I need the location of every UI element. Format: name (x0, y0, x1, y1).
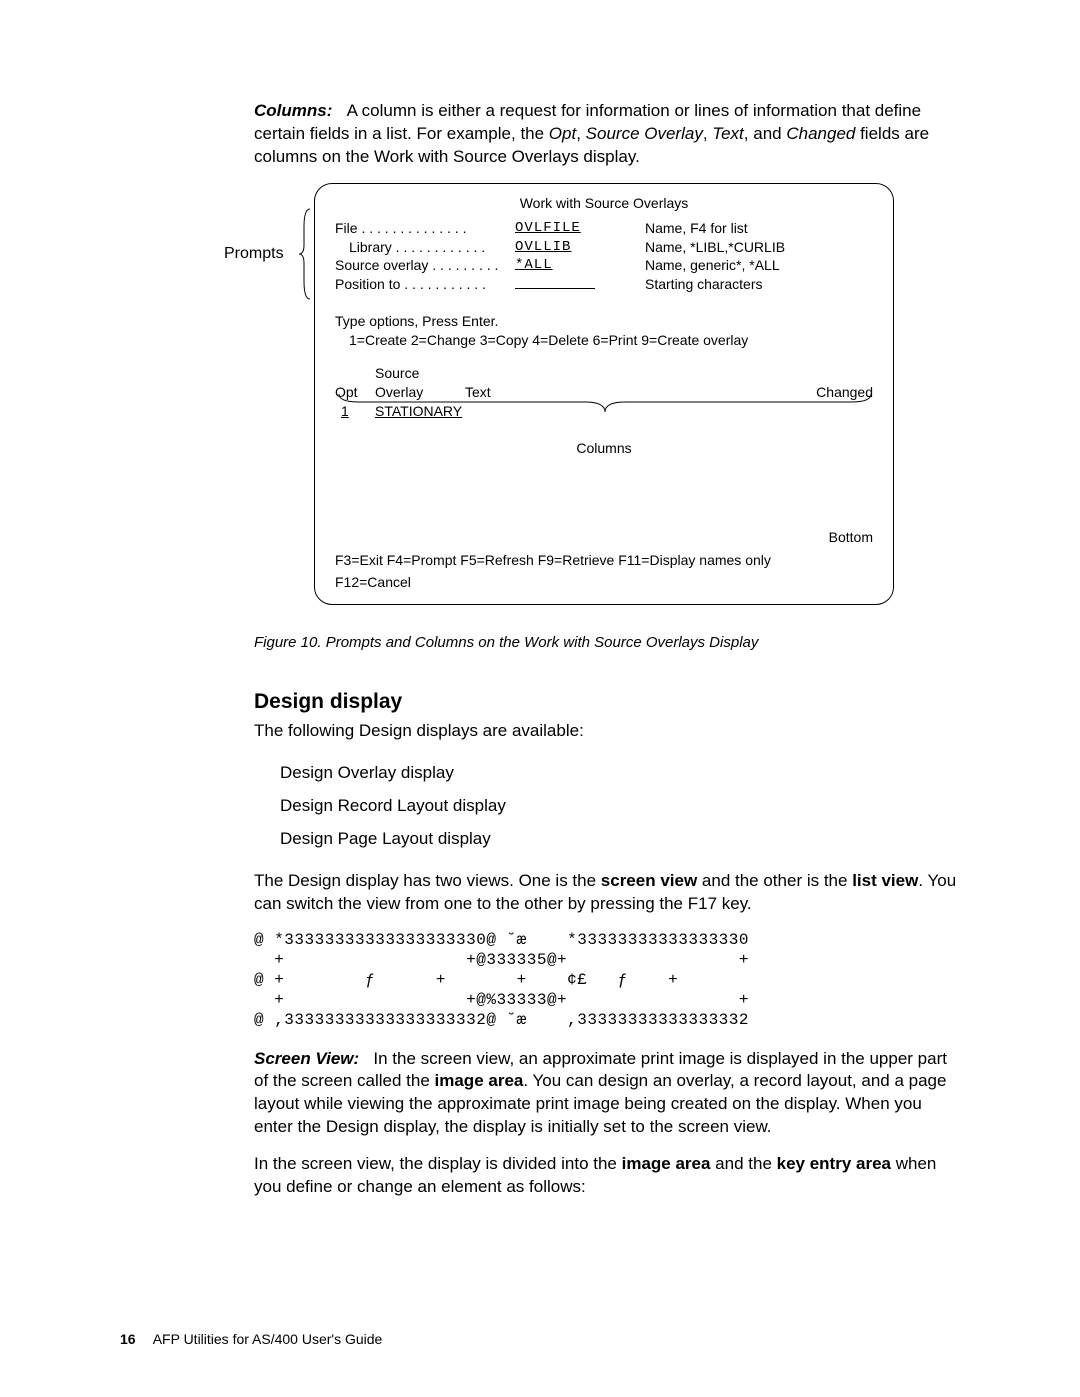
function-keys: F3=Exit F4=Prompt F5=Refresh F9=Retrieve… (335, 551, 873, 570)
opt-field: Opt (549, 124, 576, 143)
options-line: 1=Create 2=Change 3=Copy 4=Delete 6=Prin… (335, 331, 873, 350)
list-item: Design Record Layout display (254, 790, 960, 823)
columns-underlabel: Columns (335, 439, 873, 458)
function-keys-2: F12=Cancel (335, 573, 873, 592)
content-column: Columns: A column is either a request fo… (254, 100, 960, 1199)
library-value: OVLLIB (515, 238, 645, 257)
prompt-row: Position to . . . . . . . . . . . Starti… (335, 275, 873, 294)
figure-caption: Figure 10. Prompts and Columns on the Wo… (254, 633, 960, 653)
page: Columns: A column is either a request fo… (0, 0, 1080, 1397)
bottom-indicator: Bottom (335, 528, 873, 547)
changed-field: Changed (786, 124, 855, 143)
screen-view-paragraph: Screen View: In the screen view, an appr… (254, 1048, 960, 1140)
prompts-side-label: Prompts (224, 243, 284, 265)
file-value: OVLFILE (515, 219, 645, 238)
screen-view-paragraph-2: In the screen view, the display is divid… (254, 1153, 960, 1199)
brace-icon (298, 207, 312, 301)
terminal-panel: Work with Source Overlays File . . . . .… (314, 183, 894, 605)
column-headers: Source (335, 364, 873, 383)
list-item: Design Page Layout display (254, 823, 960, 856)
prompt-row: Library . . . . . . . . . . . . OVLLIB N… (335, 238, 873, 257)
image-area-term: image area (435, 1071, 524, 1090)
image-area-term-2: image area (622, 1154, 711, 1173)
design-list: Design Overlay display Design Record Lay… (254, 757, 960, 856)
list-item: Design Overlay display (254, 757, 960, 790)
text-field: Text (712, 124, 744, 143)
screen-view-term: screen view (601, 871, 697, 890)
screen-panel-wrap: Prompts Work with Source Overlays File .… (314, 183, 960, 605)
panel-title: Work with Source Overlays (335, 194, 873, 213)
key-entry-area-term: key entry area (777, 1154, 891, 1173)
position-value (515, 275, 595, 289)
views-paragraph: The Design display has two views. One is… (254, 870, 960, 916)
design-display-heading: Design display (254, 688, 960, 716)
screen-view-label: Screen View: (254, 1049, 359, 1068)
source-overlay-field: Source Overlay (586, 124, 703, 143)
columns-paragraph: Columns: A column is either a request fo… (254, 100, 960, 169)
page-footer: 16 AFP Utilities for AS/400 User's Guide (120, 1331, 382, 1347)
page-number: 16 (120, 1331, 136, 1347)
list-view-term: list view (852, 871, 918, 890)
type-options-label: Type options, Press Enter. (335, 312, 873, 331)
overlay-value: *ALL (515, 256, 645, 275)
footer-title: AFP Utilities for AS/400 User's Guide (153, 1331, 383, 1347)
prompt-row: Source overlay . . . . . . . . . *ALL Na… (335, 256, 873, 275)
columns-label: Columns: (254, 101, 332, 120)
design-intro: The following Design displays are availa… (254, 720, 960, 743)
prompt-row: File . . . . . . . . . . . . . . OVLFILE… (335, 219, 873, 238)
ascii-diagram: @ *33333333333333333330@ ˘æ *33333333333… (254, 930, 960, 1030)
underbrace-icon (335, 394, 875, 418)
